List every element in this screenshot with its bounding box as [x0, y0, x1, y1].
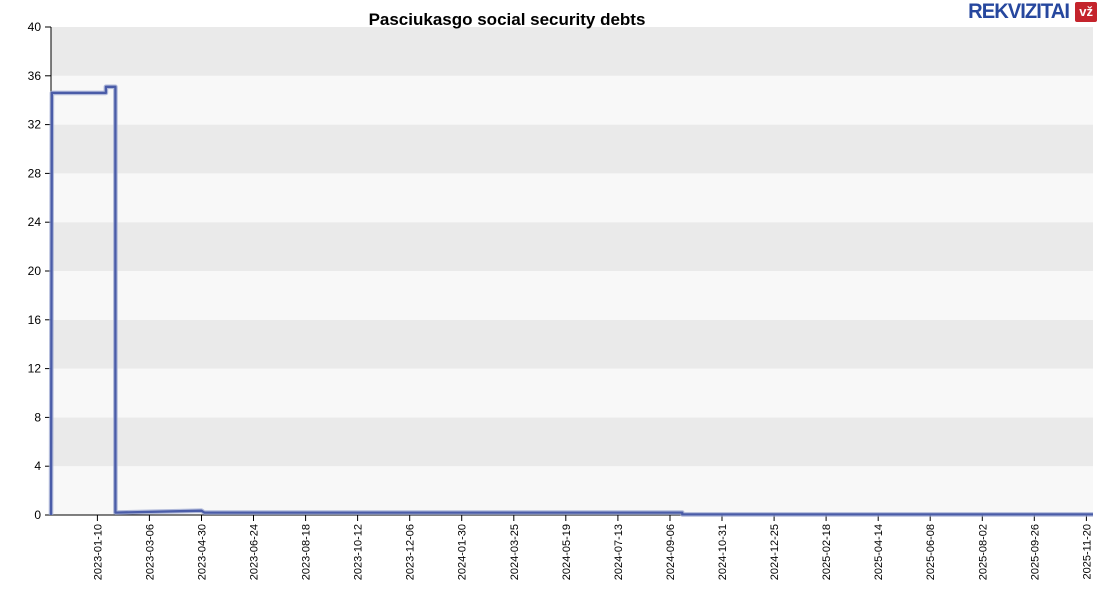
svg-text:4: 4 [34, 459, 41, 473]
svg-text:2023-12-06: 2023-12-06 [405, 524, 417, 580]
svg-text:2024-07-13: 2024-07-13 [613, 524, 625, 580]
svg-text:2023-10-12: 2023-10-12 [353, 524, 365, 580]
chart-title: Pasciukasgo social security debts [368, 10, 646, 29]
svg-text:2023-08-18: 2023-08-18 [301, 524, 313, 580]
svg-text:2023-01-10: 2023-01-10 [92, 524, 104, 580]
svg-text:2023-04-30: 2023-04-30 [197, 524, 209, 580]
rekvizitai-logo[interactable]: REKVIZITAI vž [966, 0, 1097, 23]
svg-text:2025-06-08: 2025-06-08 [925, 524, 937, 580]
svg-text:2024-03-25: 2024-03-25 [509, 524, 521, 580]
svg-text:20: 20 [28, 264, 42, 278]
svg-text:2025-09-26: 2025-09-26 [1029, 524, 1041, 580]
svg-text:2023-06-24: 2023-06-24 [249, 524, 261, 580]
svg-text:24: 24 [28, 215, 42, 229]
svg-text:8: 8 [34, 410, 41, 424]
svg-text:0: 0 [34, 508, 41, 522]
svg-text:2025-04-14: 2025-04-14 [873, 524, 885, 580]
svg-text:2025-08-02: 2025-08-02 [977, 524, 989, 580]
svg-text:32: 32 [28, 118, 42, 132]
svg-text:36: 36 [28, 69, 42, 83]
svg-text:2023-03-06: 2023-03-06 [144, 524, 156, 580]
rekvizitai-brand-text: REKVIZITAI [968, 0, 1070, 23]
svg-text:2024-05-19: 2024-05-19 [561, 524, 573, 580]
svg-text:2024-10-31: 2024-10-31 [717, 524, 729, 580]
svg-text:2024-12-25: 2024-12-25 [769, 524, 781, 580]
svg-text:2024-09-06: 2024-09-06 [665, 524, 677, 580]
svg-text:2025-02-18: 2025-02-18 [821, 524, 833, 580]
svg-text:2025-11-20: 2025-11-20 [1081, 524, 1093, 579]
svg-text:28: 28 [28, 166, 42, 180]
svg-text:12: 12 [28, 362, 42, 376]
svg-text:16: 16 [28, 313, 42, 327]
svg-text:40: 40 [28, 20, 42, 34]
svg-text:2024-01-30: 2024-01-30 [457, 524, 469, 580]
vz-badge: vž [1075, 2, 1097, 22]
